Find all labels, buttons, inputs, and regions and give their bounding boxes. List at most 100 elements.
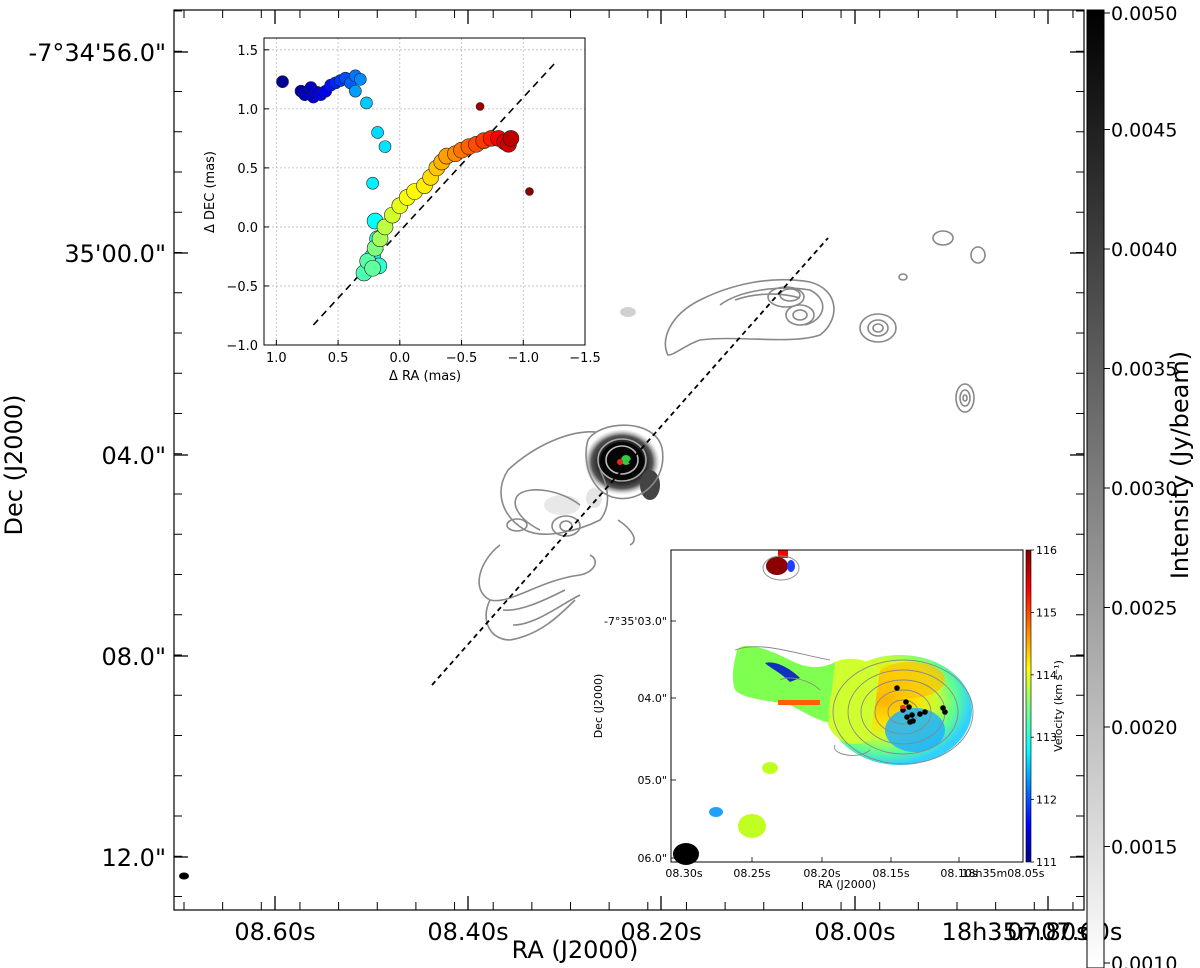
main-x-tick-label: 08.20s	[620, 918, 701, 946]
main-x-tick-label: 08.00s	[814, 918, 895, 946]
velocity-blob	[787, 560, 795, 572]
velocity-beam	[673, 843, 699, 865]
velocity-ylabel: Dec (J2000)	[592, 674, 605, 739]
inset-maser-point	[364, 259, 381, 277]
inset-maser-point	[371, 126, 384, 139]
inset-x-tick-label: −1.0	[507, 351, 539, 366]
intensity-colorbar-ticks: 0.0050 0.0045 0.0040 0.0035 0.0030 0.0025 0.00…	[1104, 3, 1177, 968]
main-x-tick-label: 08.40s	[427, 918, 508, 946]
velocity-ticks: 08.30s 08.25s 08.20s 08.15s 08.10s18h35m08.0…	[604, 615, 1045, 880]
southeast-outflow-contours	[478, 431, 635, 641]
main-beam	[179, 872, 189, 880]
velocity-colorbar-ticks: 116 115 114 113 112 111	[1031, 544, 1057, 869]
inset-maser-point	[475, 102, 485, 111]
intensity-colorbar-tick-label: 0.0040	[1111, 239, 1177, 261]
intensity-colorbar-tick-label: 0.0020	[1111, 717, 1177, 739]
velocity-blob	[762, 762, 778, 774]
main-ylabel: Dec (J2000)	[0, 395, 28, 536]
inset-xlabel: Δ RA (mas)	[389, 369, 461, 384]
inset-maser-point	[276, 75, 289, 88]
intensity-colorbar-tick-label: 0.0050	[1111, 3, 1177, 25]
inset-scatter-panel: 1.0 0.5 0.0 −0.5 −1.0 −1.5 1.5 1.0 0.5 0.0 −0.5 −1.…	[203, 37, 601, 384]
inset-x-tick-label: 0.0	[389, 351, 410, 366]
velocity-x-tick-label: 08.15s	[872, 867, 909, 880]
velocity-colorbar-tick-label: 116	[1036, 544, 1057, 557]
faint-emission	[586, 488, 602, 508]
core-maser-green	[621, 455, 631, 465]
velocity-contours	[734, 555, 974, 765]
inset-maser-point	[360, 96, 373, 110]
velocity-tail	[732, 645, 850, 724]
inset-y-tick-label: −0.5	[226, 280, 258, 295]
inset-maser-point	[353, 73, 367, 86]
inset-scatter-frame	[263, 37, 586, 346]
main-x-tick-label: 07.80s	[1007, 918, 1088, 946]
velocity-colorbar-tick-label: 113	[1036, 731, 1057, 744]
velocity-y-tick-label: 04.0"	[637, 692, 667, 705]
velocity-x-tick-label: 18h35m08.05s	[962, 867, 1045, 880]
velocity-blob	[709, 807, 723, 817]
inset-y-tick-label: −1.0	[226, 339, 258, 354]
inset-x-tick-label: 0.5	[328, 351, 349, 366]
intensity-colorbar-tick-label: 0.0045	[1111, 120, 1177, 142]
core-emission-tail	[640, 470, 660, 500]
inset-y-tick-label: 0.0	[237, 221, 258, 236]
main-y-tick-label: 35'00.0"	[64, 240, 166, 268]
inset-maser-point	[378, 140, 392, 153]
core-contours	[585, 424, 664, 500]
main-y-tick-label: 08.0"	[102, 643, 166, 671]
velocity-colorbar-gradient	[1025, 549, 1032, 863]
inset-x-tick-label: −1.5	[569, 351, 601, 366]
inset-x-tick-label: 1.0	[266, 351, 287, 366]
inset-maser-point	[525, 187, 534, 196]
velocity-map	[709, 550, 974, 838]
inset-y-tick-label: 0.5	[237, 162, 258, 177]
velocity-colorbar-label: Velocity (km s⁻¹)	[1052, 660, 1065, 752]
main-y-tick-label: 04.0"	[102, 442, 166, 470]
northwest-outflow-contours	[664, 230, 986, 413]
velocity-colorbar-tick-label: 115	[1036, 606, 1057, 619]
velocity-xlabel: RA (J2000)	[818, 878, 876, 891]
faint-emission	[620, 307, 636, 317]
main-ticks	[174, 10, 1084, 910]
outflow-axis-line	[431, 237, 829, 686]
inset-ylabel: Δ DEC (mas)	[203, 151, 218, 233]
main-image	[431, 230, 986, 686]
intensity-colorbar-label: Intensity (Jy/beam)	[1166, 351, 1194, 579]
inset-maser-point	[366, 176, 379, 190]
inset-x-tick-label: −0.5	[446, 351, 478, 366]
inset-maser-point	[349, 84, 362, 98]
velocity-colorbar-tick-label: 114	[1036, 669, 1057, 682]
velocity-x-tick-label: 08.10s	[940, 867, 977, 880]
velocity-colorbar-tick-label: 111	[1036, 856, 1057, 869]
velocity-blob	[778, 550, 788, 558]
inset-ticks: 1.0 0.5 0.0 −0.5 −1.0 −1.5 1.5 1.0 0.5 0.0 −0.5 −1.…	[226, 44, 600, 366]
velocity-blob	[766, 557, 788, 575]
intensity-colorbar-tick-label: 0.0030	[1111, 478, 1177, 500]
velocity-x-tick-label: 08.30s	[665, 867, 702, 880]
inset-y-tick-label: 1.5	[237, 44, 258, 59]
intensity-colorbar-tick-label: 0.0010	[1111, 953, 1177, 968]
velocity-tail-blue	[765, 662, 800, 682]
main-x-tick-label: 08.60s	[234, 918, 315, 946]
faint-emission	[544, 495, 580, 515]
intensity-colorbar-tick-label: 0.0015	[1111, 837, 1177, 859]
core-maser-red	[617, 459, 623, 465]
main-frame	[173, 9, 1085, 911]
velocity-frame	[670, 549, 1024, 863]
velocity-y-tick-label: 05.0"	[637, 774, 667, 787]
inset-maser-point	[376, 218, 394, 236]
velocity-tail-red	[778, 700, 820, 705]
velocity-maser-spots	[894, 685, 948, 725]
inset-maser-point	[502, 130, 520, 147]
main-xlabel: RA (J2000)	[512, 936, 639, 964]
intensity-colorbar-tick-label: 0.0025	[1111, 598, 1177, 620]
inset-velocity-panel: 08.30s 08.25s 08.20s 08.15s 08.10s18h35m08.0…	[592, 544, 1065, 891]
velocity-red-spot	[900, 705, 906, 709]
inset-points	[276, 69, 534, 282]
intensity-colorbar: 0.0050 0.0045 0.0040 0.0035 0.0030 0.0025 0.00…	[1086, 3, 1194, 968]
main-y-tick-label: -7°34'56.0"	[28, 39, 166, 67]
velocity-blob	[738, 814, 766, 838]
velocity-y-tick-label: -7°35'03.0"	[604, 615, 667, 628]
